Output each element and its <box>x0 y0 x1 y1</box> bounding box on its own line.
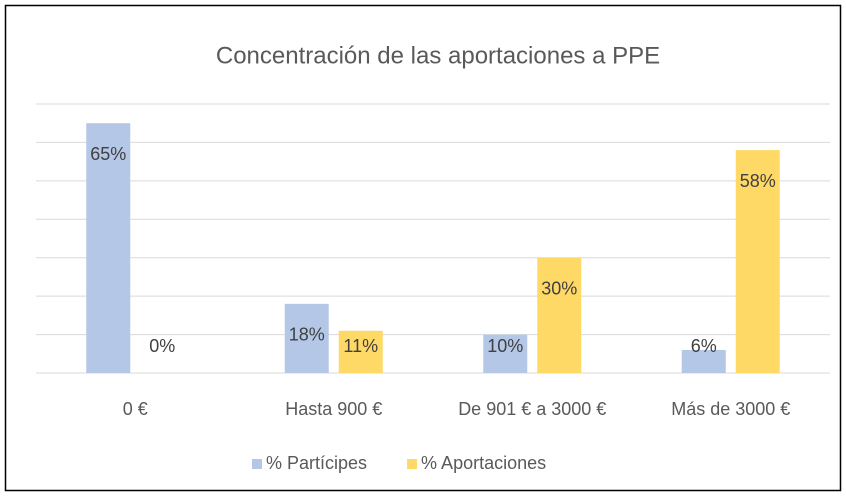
bar <box>537 257 582 373</box>
legend-swatch <box>407 459 418 469</box>
bar <box>284 303 329 373</box>
data-label: 0% <box>149 336 175 356</box>
legend-swatch <box>252 459 262 469</box>
data-label: 18% <box>289 325 325 345</box>
legend-label: % Aportaciones <box>421 453 546 473</box>
x-tick-label: Más de 3000 € <box>671 399 790 419</box>
bar <box>735 150 780 373</box>
data-label: 30% <box>541 278 577 298</box>
bar <box>483 334 528 373</box>
x-tick-label: Hasta 900 € <box>285 399 382 419</box>
chart-border <box>4 4 842 492</box>
data-label: 58% <box>740 171 776 191</box>
data-label: 11% <box>343 336 378 356</box>
data-label: 65% <box>90 144 126 164</box>
bar <box>338 330 383 373</box>
bar <box>681 349 726 373</box>
x-tick-label: 0 € <box>123 399 148 419</box>
chart-title: Concentración de las aportaciones a PPE <box>216 42 660 69</box>
legend-label: % Partícipes <box>266 453 367 473</box>
bar <box>86 123 131 373</box>
x-tick-label: De 901 € a 3000 € <box>458 399 606 419</box>
data-label: 10% <box>487 336 523 356</box>
data-label: 6% <box>691 336 717 356</box>
